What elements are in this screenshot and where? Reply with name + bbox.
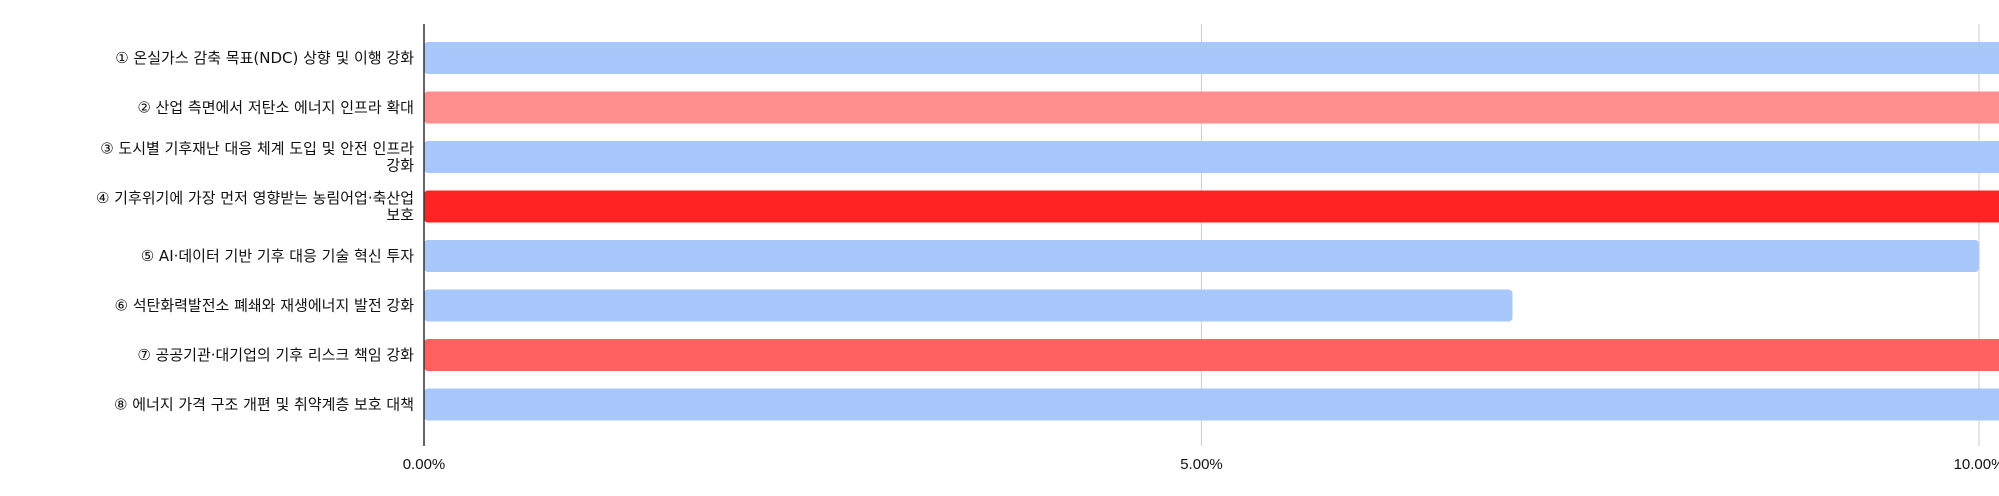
category-label: ⑦ 공공기관·대기업의 기후 리스크 책임 강화: [137, 346, 414, 364]
x-tick-label: 0.00%: [403, 456, 446, 473]
category-label: ⑥ 석탄화력발전소 폐쇄와 재생에너지 발전 강화: [115, 297, 415, 315]
x-tick-label: 10.00%: [1954, 456, 1999, 473]
bar: [424, 91, 1999, 124]
category-label: ② 산업 측면에서 저탄소 에너지 인프라 확대: [137, 99, 414, 117]
bar: [424, 289, 1513, 322]
bar: [424, 339, 1999, 371]
bar: [424, 141, 1999, 173]
gridlines: [1200, 24, 1980, 446]
bar: [424, 388, 1999, 421]
category-label: ⑤ AI·데이터 기반 기후 대응 기술 혁신 투자: [141, 247, 414, 265]
bar: [424, 240, 1979, 272]
bar: [424, 190, 1999, 223]
category-label: ③ 도시별 기후재난 대응 체계 도입 및 안전 인프라 강화: [100, 140, 414, 175]
bars: [424, 42, 1999, 421]
bar: [424, 42, 1999, 74]
category-label: ⑧ 에너지 가격 구조 개편 및 취약계층 보호 대책: [114, 396, 414, 414]
x-tick-labels: 0.00%5.00%10.00%15.00%: [403, 456, 1999, 473]
category-label: ④ 기후위기에 가장 먼저 영향받는 농림어업·축산업 보호: [96, 189, 414, 224]
category-labels: ① 온실가스 감축 목표(NDC) 상향 및 이행 강화 ② 산업 측면에서 저탄…: [96, 49, 414, 414]
x-tick-label: 5.00%: [1180, 456, 1223, 473]
category-label: ① 온실가스 감축 목표(NDC) 상향 및 이행 강화: [115, 49, 414, 67]
